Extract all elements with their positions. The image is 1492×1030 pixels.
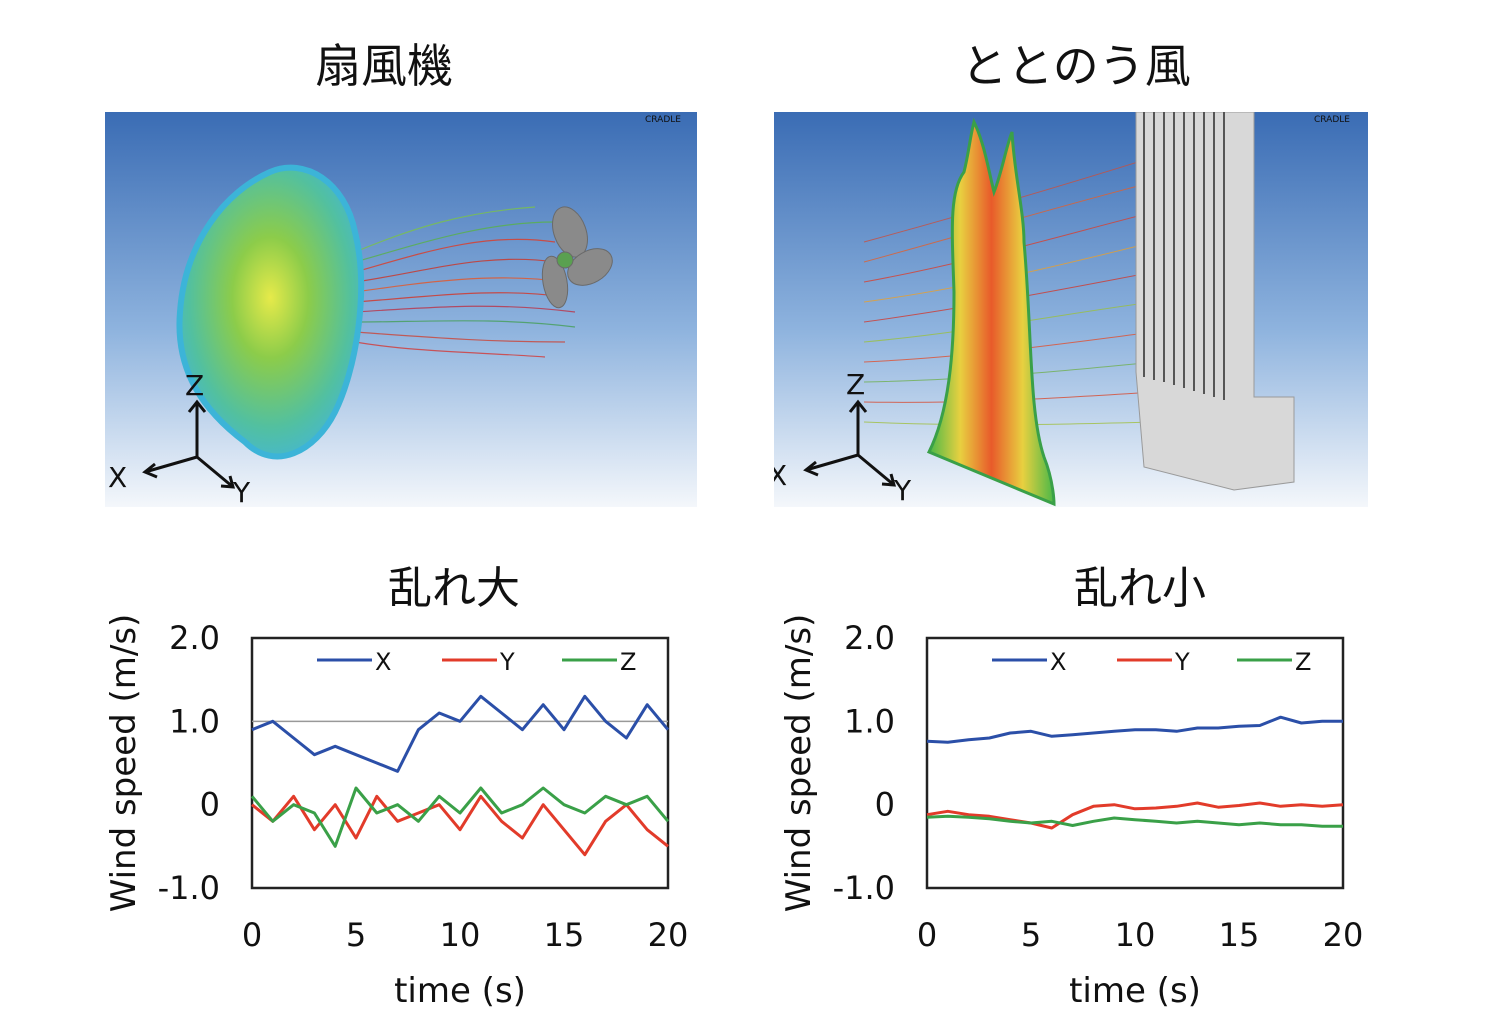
fan-propeller-icon [541,206,613,309]
fan-simulation-image: CRADLE Z X Y [105,112,697,507]
left-chart-xtick-label: 15 [544,916,585,954]
fan-axis-x-label: X [108,461,127,494]
left-chart-ytick-label: 1.0 [169,702,220,740]
right-chart-legend-label-z: Z [1295,648,1311,676]
right-chart-xtick-label: 15 [1219,916,1260,954]
totonou-body-shape [926,117,1056,507]
left-chart-xtick-label: 5 [346,916,366,954]
right-chart-series-x [926,715,1343,744]
totonou-axis-triad-icon [803,399,897,487]
left-chart-ytick-label: -1.0 [158,869,220,907]
fan-wind-blob [176,164,365,460]
fan-axis-y-label: Y [232,476,251,507]
left-chart-ytick-label: 2.0 [169,619,220,657]
right-chart-series-y [926,801,1344,830]
totonou-watermark: CRADLE [1314,115,1350,125]
totonou-axis-z-label: Z [846,368,865,401]
left-chart-xtick-label: 0 [242,916,262,954]
left-chart-series-x [251,694,670,773]
right-chart-ytick-label: -1.0 [833,869,895,907]
right-chart-ytick-label: 0 [875,786,895,824]
right-chart-plot-frame [925,636,1345,890]
right-chart-ytick-label: 1.0 [844,702,895,740]
right-chart-xtick-label: 0 [917,916,937,954]
louver-tower [1135,112,1295,491]
right-chart-series-z [926,814,1343,828]
right-chart-x-axis-label: time (s) [1069,971,1201,1011]
left-chart-title: 乱れ大 [388,563,520,614]
fan-watermark: CRADLE [645,115,681,125]
left-chart-x-axis-label: time (s) [394,971,526,1011]
left-chart-ytick-label: 0 [200,786,220,824]
totonou-axis-y-label: Y [893,474,912,507]
fan-axis-triad-icon [142,399,236,489]
fan-axis-z-label: Z [185,369,204,402]
right-chart-ytick-label: 2.0 [844,619,895,657]
left-chart-series-z [250,786,670,848]
fan-streamlines [354,206,576,358]
right-chart-xtick-label: 10 [1115,916,1156,954]
left-chart-legend-label-z: Z [620,648,636,676]
right-chart-legend-label-y: Y [1174,648,1190,676]
left-wind-speed-chart: X Y Z 2.0 1.0 0 -1.0 0 5 10 15 20 time (s) Wind speed… [104,614,689,1011]
right-chart-xtick-label: 5 [1021,916,1041,954]
left-chart-plot-frame [250,636,670,890]
right-chart-title: 乱れ小 [1074,563,1206,614]
right-wind-speed-chart: X Y Z 2.0 1.0 0 -1.0 0 5 10 15 20 time (s) Wind speed… [779,614,1364,1011]
right-chart-y-axis-label: Wind speed (m/s) [779,614,819,913]
left-chart-xtick-label: 10 [440,916,481,954]
right-column-title: ととのう風 [961,39,1191,93]
totonou-simulation-image: CRADLE Z X Y [774,112,1368,507]
left-chart-y-axis-label: Wind speed (m/s) [104,614,144,913]
left-chart-legend-label-x: X [375,648,391,676]
left-column-title: 扇風機 [315,39,453,93]
right-chart-legend-label-x: X [1050,648,1066,676]
totonou-axis-x-label: X [774,459,787,492]
left-chart-legend-label-y: Y [499,648,515,676]
left-chart-xtick-label: 20 [648,916,689,954]
right-chart-xtick-label: 20 [1323,916,1364,954]
